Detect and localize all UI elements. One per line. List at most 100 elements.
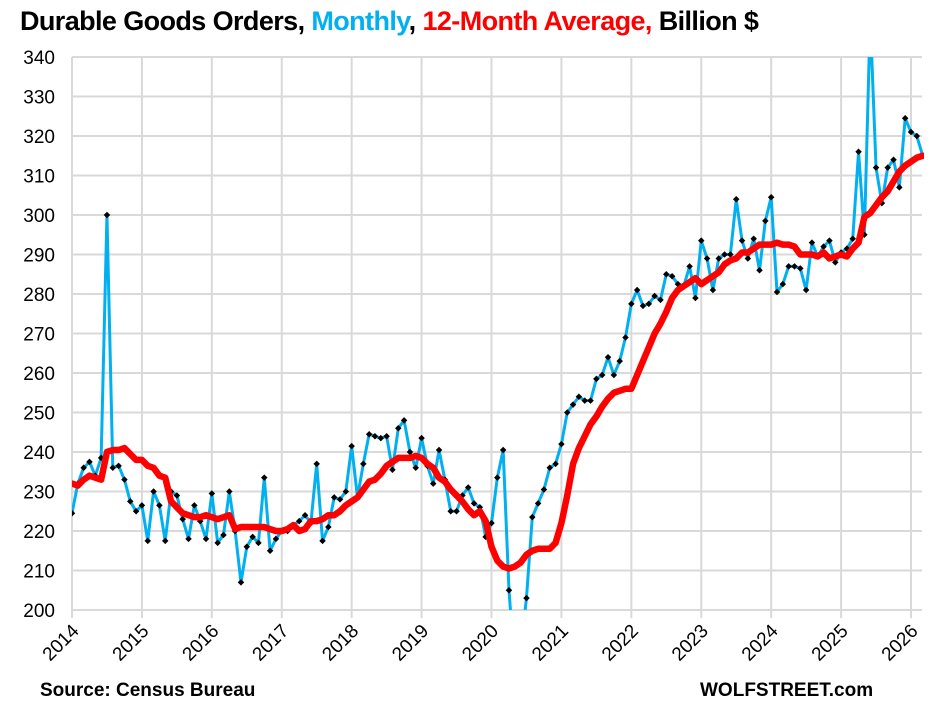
series-line-12-month-average <box>72 152 924 572</box>
monthly-point <box>150 488 157 495</box>
monthly-point <box>697 237 705 244</box>
monthly-point <box>523 594 530 602</box>
monthly-point <box>721 251 728 258</box>
monthly-point <box>732 195 740 203</box>
x-tick-label: 2021 <box>528 621 573 666</box>
monthly-point <box>901 114 909 122</box>
monthly-point <box>738 237 746 244</box>
monthly-point <box>488 519 495 527</box>
monthly-point <box>668 272 676 280</box>
y-tick-label: 290 <box>23 246 55 267</box>
monthly-point <box>534 500 542 507</box>
monthly-point <box>383 432 390 440</box>
monthly-point <box>686 263 693 270</box>
monthly-point <box>558 440 565 448</box>
monthly-point <box>185 535 192 543</box>
x-tick-label: 2019 <box>388 621 433 666</box>
monthly-point <box>505 586 513 594</box>
monthly-point <box>546 464 554 472</box>
x-tick-label: 2024 <box>738 620 783 665</box>
monthly-point <box>552 460 559 468</box>
x-tick-label: 2016 <box>179 621 224 666</box>
x-tick-label: 2026 <box>878 621 923 666</box>
monthly-point <box>226 488 233 495</box>
monthly-point <box>377 434 385 442</box>
monthly-point <box>272 535 280 543</box>
x-tick-label: 2022 <box>598 621 643 666</box>
grid <box>71 56 922 618</box>
monthly-point <box>517 646 524 653</box>
monthly-point <box>499 446 507 454</box>
monthly-point <box>389 466 396 474</box>
x-tick-label: 2023 <box>668 621 713 666</box>
monthly-point <box>616 357 623 365</box>
monthly-point <box>645 300 653 308</box>
monthly-point <box>295 517 303 525</box>
x-tick-label: 2017 <box>249 621 294 666</box>
monthly-point <box>156 502 163 509</box>
y-tick-label: 320 <box>23 127 55 148</box>
y-tick-label: 340 <box>23 48 55 69</box>
monthly-point <box>849 235 856 242</box>
monthly-point <box>103 211 111 219</box>
monthly-point <box>791 263 798 270</box>
monthly-point <box>622 334 629 341</box>
monthly-point <box>639 302 647 310</box>
monthly-point <box>604 353 612 361</box>
y-tick-label: 230 <box>23 483 55 504</box>
x-tick-label: 2020 <box>458 621 503 666</box>
y-tick-label: 260 <box>23 364 55 385</box>
y-tick-label: 240 <box>23 443 55 464</box>
y-tick-label: 220 <box>23 522 55 543</box>
monthly-point <box>529 513 536 521</box>
monthly-point <box>336 496 344 503</box>
monthly-point <box>657 296 664 304</box>
monthly-point <box>138 502 146 509</box>
monthly-point <box>855 148 862 156</box>
monthly-point <box>191 502 198 509</box>
source-note: Source: Census Bureau <box>40 680 256 701</box>
monthly-point <box>785 263 792 270</box>
monthly-point <box>575 393 583 400</box>
monthly-point <box>395 425 402 432</box>
monthly-point <box>750 235 757 242</box>
monthly-point <box>896 184 903 191</box>
monthly-point <box>569 401 577 408</box>
monthly-point <box>890 156 897 163</box>
monthly-point <box>797 265 804 272</box>
monthly-point <box>371 432 379 440</box>
monthly-point <box>249 533 256 541</box>
credit-note: WOLFSTREET.com <box>700 680 874 701</box>
monthly-point <box>72 509 76 517</box>
monthly-point <box>80 464 87 472</box>
title-part-3: , <box>408 6 423 36</box>
monthly-point <box>663 270 670 278</box>
monthly-point <box>330 494 338 501</box>
monthly-point <box>832 259 839 266</box>
monthly-point <box>319 537 326 545</box>
monthly-point <box>581 397 588 404</box>
y-tick-label: 200 <box>23 601 55 622</box>
monthly-point <box>412 464 420 472</box>
monthly-point <box>173 492 181 499</box>
monthly-point <box>360 460 367 468</box>
monthly-point <box>808 239 816 246</box>
monthly-point <box>342 488 350 495</box>
monthly-point <box>773 288 781 296</box>
monthly-point <box>692 294 699 302</box>
monthly-point <box>709 286 717 294</box>
monthly-point <box>208 490 216 497</box>
title-average-legend: 12-Month Average, <box>422 6 652 36</box>
monthly-point <box>365 430 373 438</box>
monthly-point <box>867 14 874 21</box>
monthly-point <box>255 539 262 547</box>
monthly-point <box>727 251 734 258</box>
monthly-point <box>214 539 221 547</box>
monthly-point <box>435 446 443 454</box>
monthly-point <box>802 286 810 294</box>
y-tick-label: 250 <box>23 404 55 425</box>
monthly-point <box>767 193 775 201</box>
y-tick-label: 280 <box>23 285 55 306</box>
monthly-point <box>470 500 478 507</box>
